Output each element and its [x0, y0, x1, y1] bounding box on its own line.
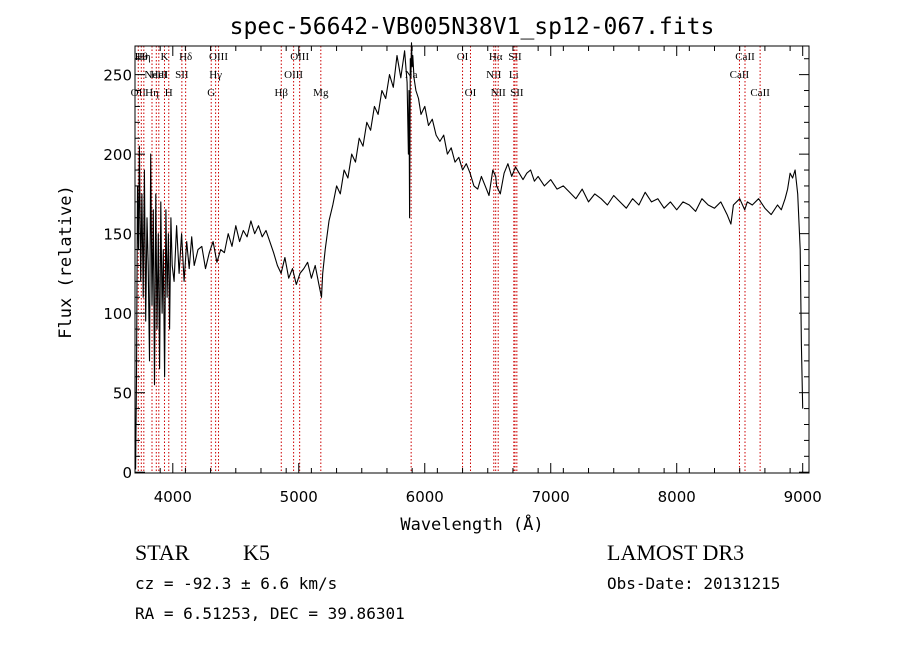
line-marker-label-26: CaII: [730, 69, 750, 81]
line-marker-label-13: Hβ: [274, 87, 288, 99]
survey-label: LAMOST DR3: [607, 540, 745, 565]
line-marker-label-24: SII: [508, 51, 522, 63]
line-marker-label-25: SII: [510, 87, 524, 99]
line-marker-label-22: NII: [491, 87, 507, 99]
subclass-label: K5: [243, 540, 270, 565]
line-marker-label-23: Li: [509, 69, 519, 81]
x-tick-label-3: 7000: [532, 488, 570, 506]
line-marker-label-5: HeI: [151, 69, 168, 81]
line-marker-label-3: Hη: [145, 87, 159, 99]
x-axis-label: Wavelength (Å): [400, 513, 543, 535]
obs-date: Obs-Date: 20131215: [607, 574, 781, 593]
line-marker-label-10: G: [207, 87, 215, 99]
line-marker-label-6: K: [161, 51, 169, 63]
plot-frame: [134, 45, 810, 474]
line-marker-label-18: OI: [457, 51, 469, 63]
line-marker-label-2: Hη: [137, 51, 151, 63]
line-marker-label-9: Hδ: [179, 51, 192, 63]
line-markers: OIIHθHηHηNeIIIHeIKHSIIHδGHγOIIIHβOIIIOII…: [131, 46, 770, 473]
chart-title: spec-56642-VB005N38V1_sp12-067.fits: [230, 14, 715, 40]
y-tick-label-3: 150: [103, 226, 132, 244]
y-tick-label-1: 50: [113, 385, 132, 403]
x-tick-label-4: 8000: [658, 488, 696, 506]
line-marker-label-27: CaII: [735, 51, 755, 63]
coordinates-line: RA = 6.51253, DEC = 39.86301: [135, 604, 405, 623]
spectrum-line: [134, 42, 804, 470]
line-marker-label-20: NII: [486, 69, 502, 81]
redshift-line: cz = -92.3 ± 6.6 km/s: [135, 574, 338, 593]
line-marker-label-11: Hγ: [209, 69, 222, 81]
y-tick-label-2: 100: [103, 305, 132, 323]
line-marker-label-28: CaII: [750, 87, 770, 99]
line-marker-label-16: Mg: [313, 87, 329, 99]
axes: 4000 5000 6000 7000 8000 9000 0 50 100 150 200 250: [103, 46, 822, 506]
y-axis-label: Flux (relative): [56, 185, 76, 339]
line-marker-label-21: Hα: [489, 51, 503, 63]
spectrum-series: [134, 42, 804, 470]
line-marker-label-1: Hθ: [135, 51, 148, 63]
line-marker-label-14: OIII: [284, 69, 303, 81]
x-tick-label-1: 5000: [280, 488, 318, 506]
x-tick-label-0: 4000: [154, 488, 192, 506]
line-marker-label-8: SII: [175, 69, 189, 81]
y-tick-label-4: 200: [103, 146, 132, 164]
line-marker-label-7: H: [165, 87, 173, 99]
class-label: STAR: [135, 540, 190, 565]
y-tick-label-5: 250: [103, 67, 132, 85]
line-marker-label-19: OI: [465, 87, 477, 99]
line-marker-label-12: OIII: [209, 51, 228, 63]
x-tick-label-5: 9000: [784, 488, 822, 506]
line-marker-label-4: NeIII: [144, 69, 168, 81]
line-marker-label-15: OIII: [290, 51, 309, 63]
x-tick-label-2: 6000: [406, 488, 444, 506]
y-tick-label-0: 0: [122, 464, 132, 482]
